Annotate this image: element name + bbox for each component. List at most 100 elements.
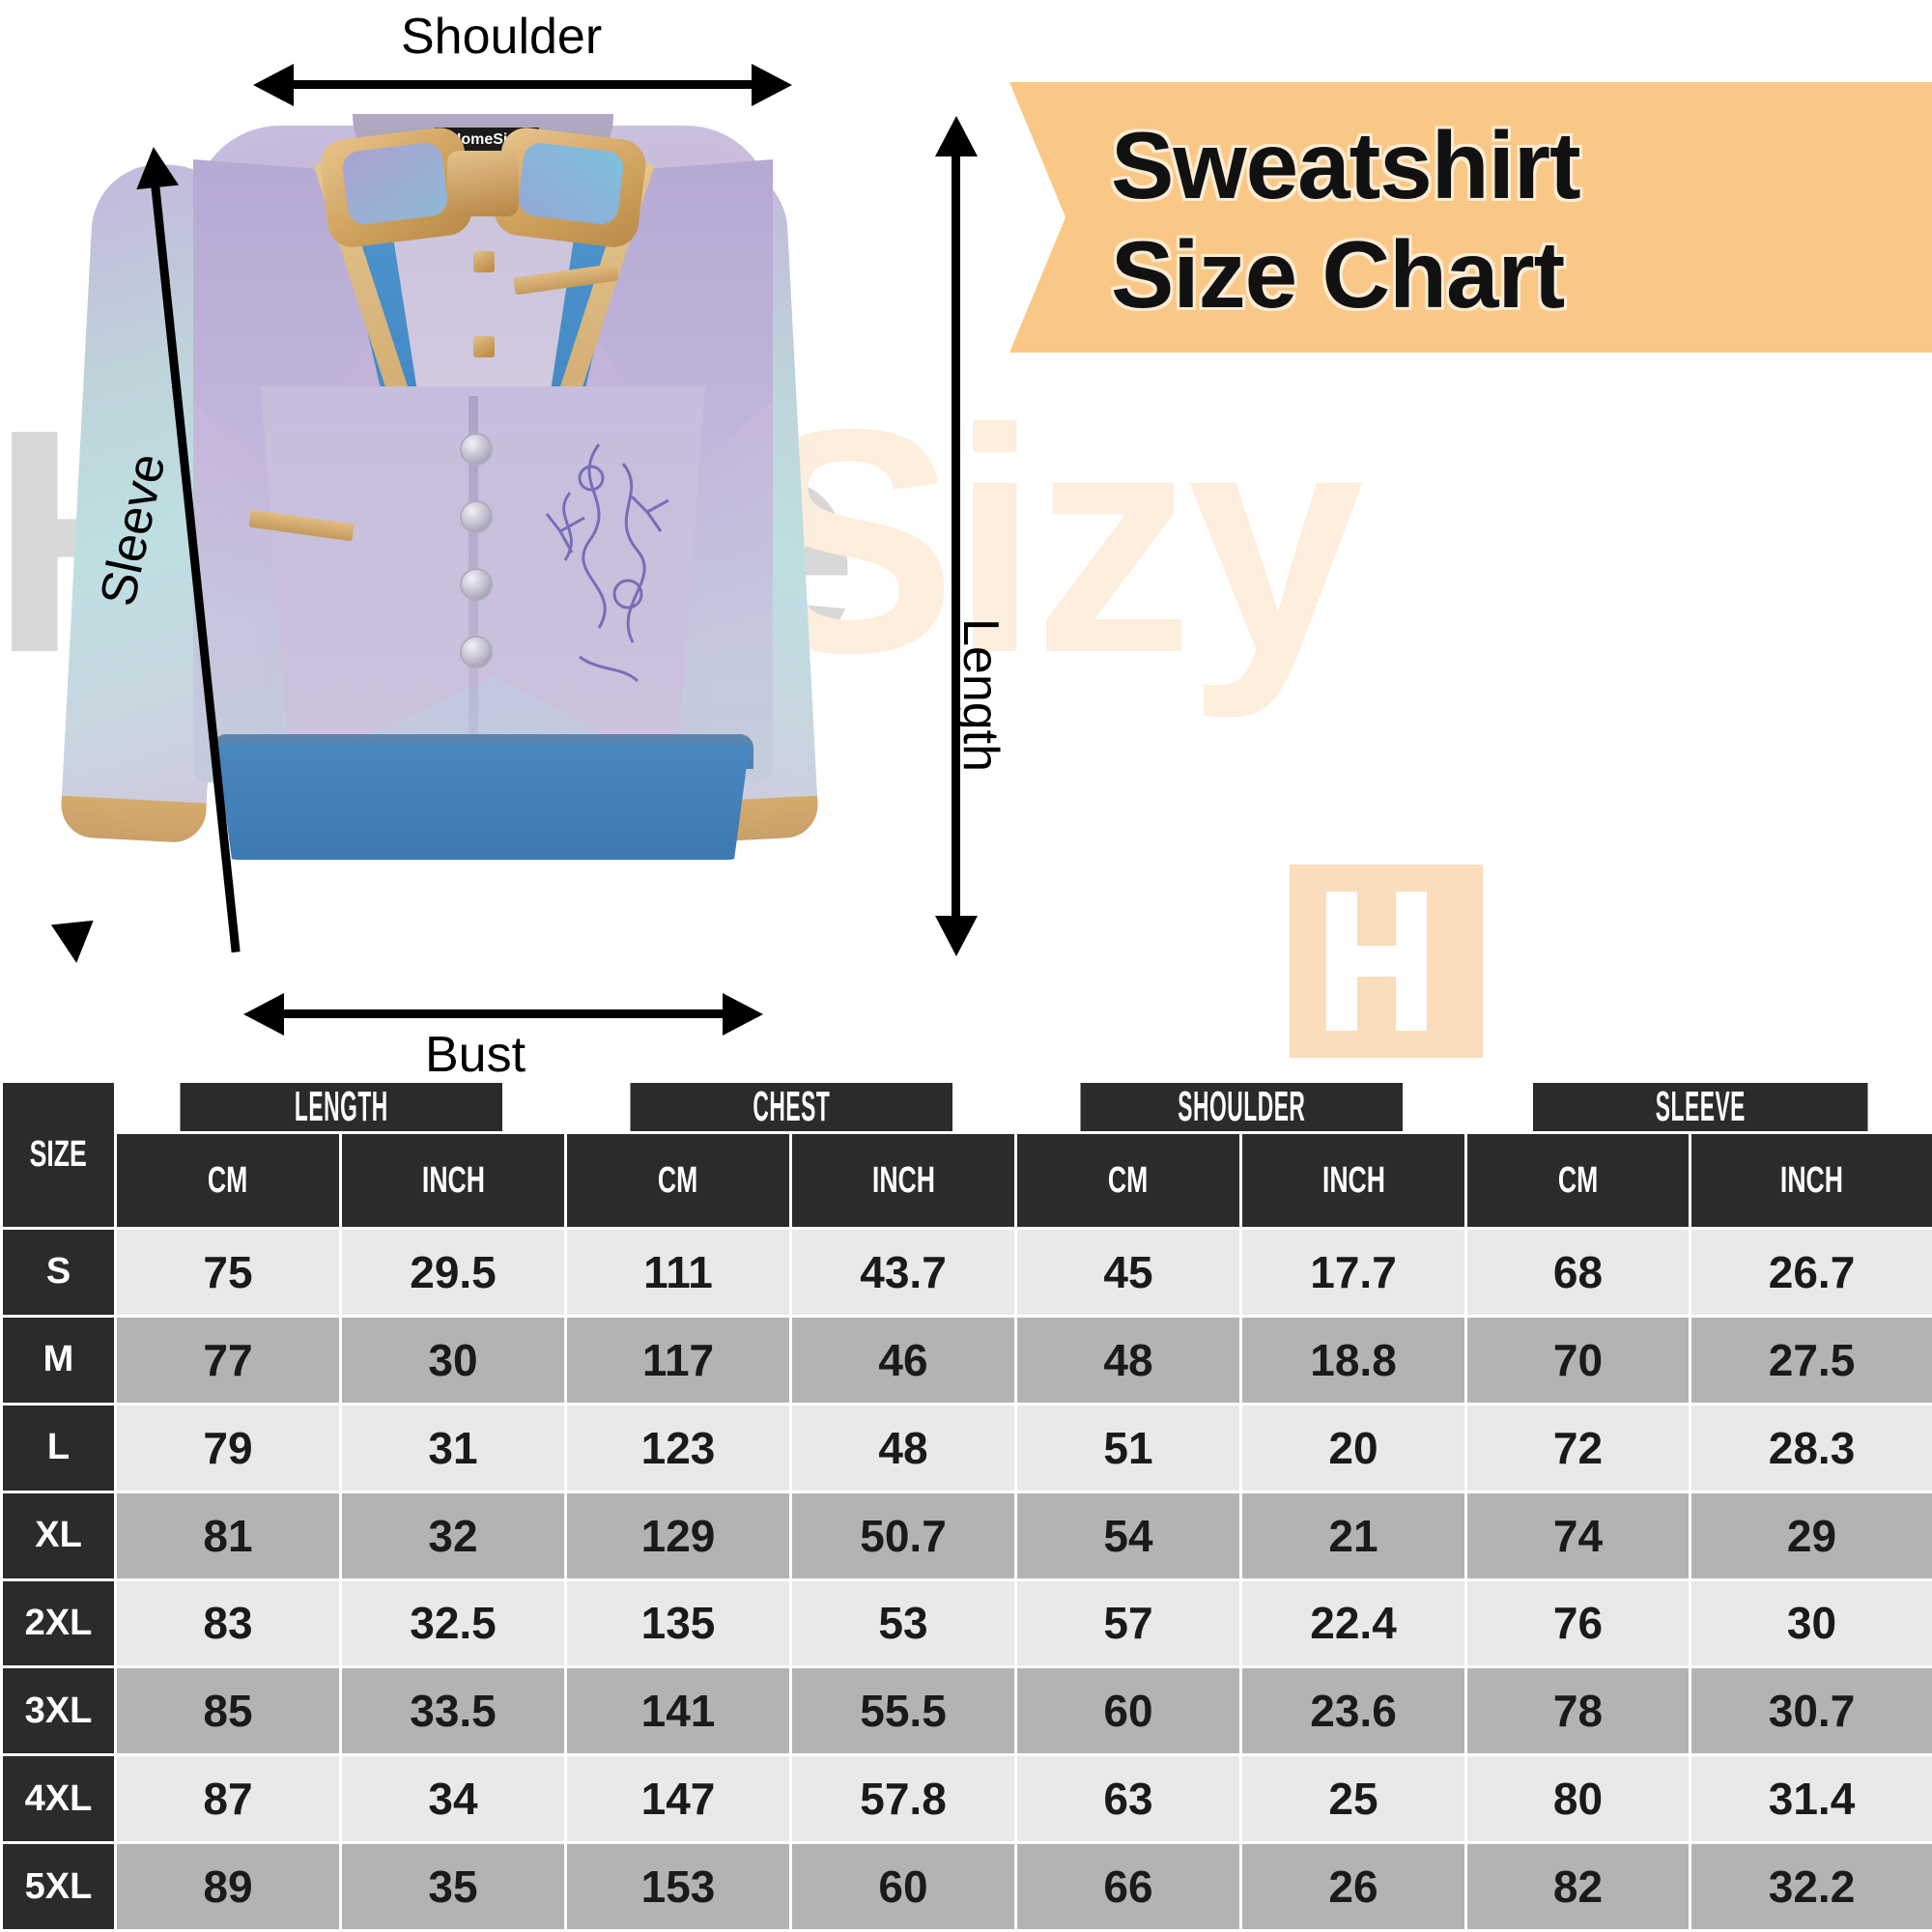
cell-value: 50.7	[789, 1490, 1018, 1581]
cell-value: 135	[564, 1577, 793, 1669]
cell-value: 30	[338, 1314, 568, 1406]
cell-value: 53	[789, 1577, 1018, 1669]
header-chest-inch: INCH	[789, 1131, 1018, 1230]
embroidery-swirl-decoration	[545, 443, 669, 683]
cell-value: 81	[114, 1490, 342, 1581]
cell-value: 82	[1464, 1841, 1692, 1932]
title-banner-text: Sweatshirt Size Chart	[1111, 92, 1932, 348]
sleeve-arrow-head-bottom	[50, 920, 99, 966]
cell-value: 80	[1464, 1753, 1692, 1845]
header-shoulder-cm: CM	[1014, 1131, 1243, 1230]
cell-value: 78	[1464, 1665, 1692, 1757]
cell-value: 18.8	[1239, 1314, 1468, 1406]
cell-value: 30	[1689, 1577, 1932, 1669]
cell-value: 45	[1014, 1227, 1243, 1318]
cell-value: 57.8	[789, 1753, 1018, 1845]
vest-button-2	[460, 500, 493, 533]
cell-value: 34	[338, 1753, 568, 1845]
header-group-chest: CHEST	[627, 1080, 954, 1134]
header-group-length: LENGTH	[177, 1080, 504, 1134]
bowtie-left-inner	[340, 140, 450, 227]
length-arrow-head-bottom	[935, 916, 978, 956]
cell-value: 29	[1689, 1490, 1932, 1581]
table-row: 4XL 87 34 147 57.8 63 25 80 31.4	[0, 1753, 1932, 1845]
cell-value: 46	[789, 1314, 1018, 1406]
shirt-button-1	[473, 251, 495, 272]
length-arrow-line	[952, 155, 960, 918]
cell-value: 74	[1464, 1490, 1692, 1581]
cell-value: 111	[564, 1227, 793, 1318]
header-chest-cm: CM	[564, 1131, 793, 1230]
header-shoulder-inch: INCH	[1239, 1131, 1468, 1230]
cell-value: 63	[1014, 1753, 1243, 1845]
row-size-label: 5XL	[0, 1841, 117, 1932]
cell-value: 26	[1239, 1841, 1468, 1932]
header-size: SIZE	[0, 1080, 117, 1230]
cell-value: 60	[1014, 1665, 1243, 1757]
cell-value: 85	[114, 1665, 342, 1757]
cell-value: 20	[1239, 1402, 1468, 1493]
size-chart-table: SIZE LENGTH CHEST SHOULDER SLEEVE CM INC…	[0, 1080, 1932, 1932]
shirt-button-2	[473, 336, 495, 357]
cell-value: 23.6	[1239, 1665, 1468, 1757]
homesizy-h-logo	[1290, 865, 1483, 1058]
left-cuff	[59, 795, 207, 844]
watermark-sizy-text: Sizy	[744, 362, 1364, 719]
table-row: L 79 31 123 48 51 20 72 28.3	[0, 1402, 1932, 1493]
table-row: 5XL 89 35 153 60 66 26 82 32.2	[0, 1841, 1932, 1932]
cell-value: 68	[1464, 1227, 1692, 1318]
banner-line-2: Size Chart	[1111, 220, 1565, 327]
cell-value: 25	[1239, 1753, 1468, 1845]
cell-value: 54	[1014, 1490, 1243, 1581]
garment-illustration-area: Home Sizy Sweatshirt Size Chart	[0, 9, 1932, 1080]
cell-value: 30.7	[1689, 1665, 1932, 1757]
garment-hem	[216, 744, 750, 860]
sleeve-arrow-head-top	[131, 144, 180, 190]
cell-value: 147	[564, 1753, 793, 1845]
cell-value: 48	[789, 1402, 1018, 1493]
row-size-label: M	[0, 1314, 117, 1406]
cell-value: 26.7	[1689, 1227, 1932, 1318]
cell-value: 17.7	[1239, 1227, 1468, 1318]
header-sleeve-cm: CM	[1464, 1131, 1692, 1230]
cell-value: 153	[564, 1841, 793, 1932]
vest-button-1	[460, 433, 493, 466]
cell-value: 117	[564, 1314, 793, 1406]
sweatshirt-graphic: HomeSizy	[59, 68, 889, 860]
table-row: M 77 30 117 46 48 18.8 70 27.5	[0, 1314, 1932, 1406]
header-sleeve-inch: INCH	[1689, 1131, 1932, 1230]
cell-value: 89	[114, 1841, 342, 1932]
shoulder-arrow-head-right	[752, 64, 792, 106]
cell-value: 60	[789, 1841, 1018, 1932]
title-banner	[1009, 82, 1932, 353]
bowtie-knot	[447, 151, 519, 216]
row-size-label: 2XL	[0, 1577, 117, 1669]
cell-value: 70	[1464, 1314, 1692, 1406]
cell-value: 22.4	[1239, 1577, 1468, 1669]
cell-value: 31	[338, 1402, 568, 1493]
bust-arrow-head-right	[723, 993, 763, 1036]
cell-value: 75	[114, 1227, 342, 1318]
length-arrow-head-top	[935, 116, 978, 156]
cell-value: 35	[338, 1841, 568, 1932]
length-measure-label: Length	[952, 618, 1009, 773]
table-group-header-row: SIZE LENGTH CHEST SHOULDER SLEEVE	[0, 1080, 1932, 1230]
h-logo-middle-bar	[1326, 946, 1427, 977]
cell-value: 51	[1014, 1402, 1243, 1493]
cell-value: 129	[564, 1490, 793, 1581]
bowtie	[317, 125, 649, 251]
table-row: 2XL 83 32.5 135 53 57 22.4 76 30	[0, 1577, 1932, 1669]
header-group-sleeve: SLEEVE	[1530, 1080, 1869, 1134]
cell-value: 77	[114, 1314, 342, 1406]
cell-value: 27.5	[1689, 1314, 1932, 1406]
header-length-cm: CM	[114, 1131, 342, 1230]
cell-value: 66	[1014, 1841, 1243, 1932]
shoulder-arrow-line	[290, 80, 753, 89]
cell-value: 72	[1464, 1402, 1692, 1493]
row-size-label: 4XL	[0, 1753, 117, 1845]
cell-value: 141	[564, 1665, 793, 1757]
cell-value: 57	[1014, 1577, 1243, 1669]
row-size-label: S	[0, 1227, 117, 1318]
cell-value: 83	[114, 1577, 342, 1669]
shoulder-arrow-head-left	[253, 64, 294, 106]
